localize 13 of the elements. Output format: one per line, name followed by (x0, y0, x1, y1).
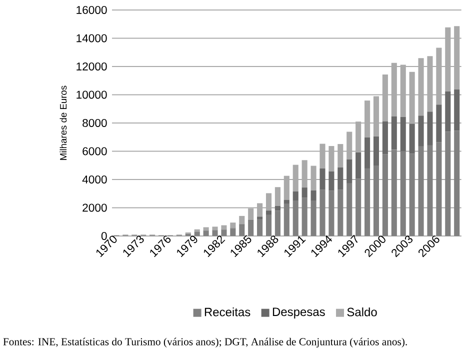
legend-label: Receitas (204, 307, 250, 316)
y-tick-label: 8000 (82, 118, 107, 127)
y-tick-label: 10000 (76, 90, 107, 99)
text: Fontes: INE, Estatísticas do Turismo (vários anos); DGT, Análise de Conjuntura (vários anos). (3, 338, 407, 348)
y-tick-label: 14000 (76, 34, 107, 42)
legend-label: Despesas (272, 308, 325, 318)
y-tick-label: 6000 (82, 147, 107, 156)
y-tick-label: 4000 (82, 175, 107, 184)
y-tick-label: 12000 (76, 62, 107, 70)
y-axis-title: Milhares de Euros (60, 86, 67, 160)
legend-label: Saldo (347, 307, 377, 316)
y-tick-label: 2000 (82, 204, 107, 212)
y-tick-label: 16000 (76, 6, 107, 14)
